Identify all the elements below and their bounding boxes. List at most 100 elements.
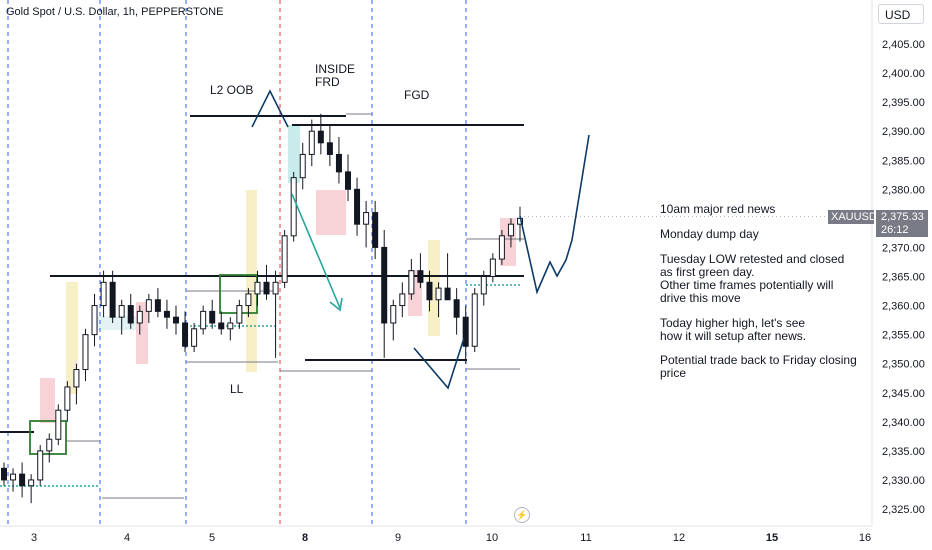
candle <box>317 113 324 155</box>
candle <box>191 323 198 353</box>
candle-body <box>227 322 234 330</box>
x-tick-label: 16 <box>859 532 871 544</box>
y-tick-label: 2,400.00 <box>882 68 925 80</box>
candle-body <box>290 177 297 237</box>
candle <box>263 264 270 300</box>
candle <box>299 142 306 190</box>
candle-body <box>381 246 388 324</box>
y-tick-label: 2,370.00 <box>882 242 925 254</box>
y-tick-label: 2,380.00 <box>882 184 925 196</box>
candle <box>345 154 351 201</box>
candle <box>335 137 342 184</box>
y-tick-label: 2,340.00 <box>882 417 925 429</box>
x-tick-label: 12 <box>673 532 685 544</box>
candle-body <box>426 281 433 301</box>
annotation-inside-frd: INSIDE FRD <box>315 62 356 89</box>
bull-zone-box <box>29 420 67 455</box>
candle-body <box>263 281 270 295</box>
candle <box>245 288 252 318</box>
candle <box>82 328 89 382</box>
candle <box>498 230 505 265</box>
candle <box>91 293 98 347</box>
candle-body <box>444 287 451 301</box>
candle-body <box>91 305 98 336</box>
candle <box>1 462 7 486</box>
currency-button[interactable]: USD <box>878 4 924 24</box>
candle <box>55 404 62 446</box>
candle <box>200 305 207 335</box>
price-axis[interactable]: 2,325.00 2,330.00 2,335.00 2,340.00 2,345.00… <box>871 0 925 526</box>
annotation-ll: LL <box>230 382 244 396</box>
y-tick-label: 2,390.00 <box>882 126 925 138</box>
candle-body <box>218 322 225 330</box>
projection-path <box>519 134 590 295</box>
candle-body <box>408 270 415 295</box>
x-tick-label: 10 <box>486 532 498 544</box>
candle-body <box>163 310 170 318</box>
x-tick-label: 5 <box>209 532 215 544</box>
candle <box>408 259 415 300</box>
candle <box>37 445 44 486</box>
annotation-l2oob: L2 OOB <box>210 83 254 97</box>
y-tick-label: 2,325.00 <box>882 504 925 516</box>
chart-title: Gold Spot / U.S. Dollar, 1h, PEPPERSTONE <box>6 6 224 18</box>
candle-body <box>453 299 460 318</box>
zone-yellow <box>428 240 440 336</box>
x-tick-label: 15 <box>766 532 778 544</box>
candle <box>28 474 35 504</box>
candle <box>444 253 451 301</box>
candle <box>489 253 496 283</box>
candle <box>281 230 288 289</box>
candle-body <box>507 223 514 237</box>
y-tick-label: 2,345.00 <box>882 388 925 400</box>
candle <box>218 311 225 335</box>
candle <box>64 381 71 422</box>
candle-body <box>127 305 134 324</box>
session-separators <box>7 0 467 526</box>
candle-body <box>335 153 342 173</box>
candle-body <box>100 281 107 307</box>
x-tick-label: 11 <box>580 532 591 544</box>
candle <box>236 299 243 329</box>
candle-body <box>308 130 315 155</box>
candle <box>372 200 379 260</box>
note-trade: Potential trade back to Friday closing p… <box>660 353 857 380</box>
price-tag-countdown: 26:12 <box>881 224 909 236</box>
candle <box>290 171 297 242</box>
candle <box>426 270 433 312</box>
candle <box>173 305 179 335</box>
zone-red <box>316 190 346 235</box>
candle-body <box>498 235 505 260</box>
candle-body <box>471 293 478 347</box>
candle-body <box>236 305 243 324</box>
trough-marker <box>413 337 465 390</box>
candle <box>182 311 189 353</box>
time-axis[interactable]: 3 4 5 8 9 10 11 12 15 16 <box>0 525 872 544</box>
candle-body <box>1 467 7 481</box>
candle <box>381 230 388 358</box>
highlight-zones <box>40 125 516 423</box>
candle <box>462 305 469 364</box>
candle-body <box>299 153 306 179</box>
note-today: Today higher high, let's see how it will… <box>660 316 807 343</box>
candle-body <box>200 310 207 330</box>
candle <box>109 270 116 323</box>
y-tick-label: 2,360.00 <box>882 301 925 313</box>
candle-body <box>245 293 252 307</box>
candle-body <box>317 130 324 144</box>
price-tag-symbol: XAUUSD <box>831 211 877 223</box>
candle-body <box>28 479 35 487</box>
candle-body <box>489 258 496 277</box>
candle-body <box>37 450 44 481</box>
candle <box>10 468 17 492</box>
zone-teal <box>96 316 136 330</box>
candle-body <box>254 281 261 295</box>
candle-body <box>399 293 406 307</box>
candle-body <box>480 276 487 295</box>
candle-body <box>55 409 62 440</box>
bolt-icon[interactable]: ⚡ <box>514 507 530 523</box>
candle-body <box>19 473 26 487</box>
candle <box>73 363 80 405</box>
candle-body <box>173 316 179 324</box>
